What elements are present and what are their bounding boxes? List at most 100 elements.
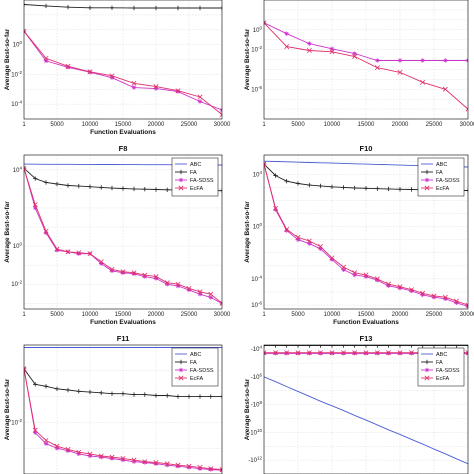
- x-tick-label: 10000: [82, 312, 99, 318]
- data-point-fa: [284, 178, 289, 184]
- data-point-ecfa: [306, 48, 312, 54]
- data-point-fa: [76, 183, 81, 189]
- data-point-ecfa: [24, 165, 27, 171]
- x-tick-label: 1: [22, 312, 26, 318]
- data-point-fa: [307, 345, 312, 348]
- data-point-ecfa: [32, 427, 38, 433]
- data-point-ecfa: [76, 449, 82, 455]
- x-tick-label: 20000: [392, 122, 409, 128]
- x-axis-label: Function Evaluations: [90, 129, 156, 136]
- data-point-ecfa: [175, 281, 181, 287]
- data-point-ecfa: [431, 293, 437, 299]
- data-point-fa: [99, 185, 104, 190]
- data-point-fa: [420, 345, 425, 348]
- data-point-ecfa: [208, 466, 214, 472]
- data-point-fa: [131, 186, 137, 192]
- y-tick-label: 10-2: [11, 280, 22, 289]
- data-point-ecfa: [442, 86, 448, 92]
- data-point-ecfa: [164, 461, 170, 467]
- y-axis-label: Average Best-so-far: [4, 378, 11, 440]
- x-tick-label: 30000: [214, 122, 231, 128]
- data-point-fa-sdss: [109, 75, 115, 80]
- legend-marker-fa: [424, 359, 430, 365]
- data-point-ecfa: [409, 287, 415, 293]
- data-point-fa: [186, 394, 192, 399]
- data-point-fa-sdss: [197, 466, 203, 471]
- data-point-fa: [153, 393, 159, 398]
- data-point-fa-sdss: [99, 454, 104, 460]
- y-axis-label: Average Best-so-far: [244, 378, 251, 440]
- y-tick-label: -1012: [248, 456, 262, 465]
- data-point-fa-sdss: [142, 460, 147, 465]
- axes-frame: [23, 344, 223, 474]
- data-point-fa: [465, 188, 468, 193]
- data-point-fa: [352, 185, 357, 191]
- data-point-fa-sdss: [186, 465, 192, 470]
- legend-label-fa: FA: [436, 170, 443, 176]
- data-point-fa: [329, 184, 335, 190]
- data-point-ecfa: [54, 443, 60, 449]
- data-point-fa: [175, 5, 181, 11]
- y-tick-label: 104: [13, 165, 23, 174]
- data-point-fa: [76, 389, 81, 394]
- data-point-ecfa: [317, 350, 323, 356]
- data-point-ecfa: [284, 44, 290, 50]
- x-tick-label: 15000: [115, 312, 132, 318]
- data-point-fa: [329, 345, 335, 348]
- data-point-ecfa: [363, 272, 369, 278]
- data-point-ecfa: [109, 73, 115, 79]
- data-point-fa-sdss: [397, 58, 403, 63]
- data-point-fa-sdss: [87, 453, 93, 459]
- data-point-fa: [142, 187, 147, 192]
- data-point-ecfa: [295, 350, 301, 356]
- data-point-ecfa: [120, 455, 126, 461]
- data-point-fa: [219, 394, 222, 399]
- x-tick-label: 20000: [392, 312, 409, 318]
- y-tick-label: 10-2: [11, 70, 22, 79]
- x-tick-label: 10000: [324, 122, 341, 128]
- data-point-ecfa: [306, 238, 312, 244]
- data-point-ecfa: [131, 270, 137, 276]
- data-point-ecfa: [284, 350, 290, 356]
- grid: [264, 0, 468, 119]
- data-point-ecfa: [341, 264, 347, 270]
- data-point-fa-sdss: [352, 351, 357, 356]
- data-point-fa-sdss: [307, 41, 312, 46]
- data-point-ecfa: [142, 459, 148, 465]
- data-point-fa-sdss: [131, 85, 137, 90]
- data-point-ecfa: [341, 350, 347, 356]
- legend-marker-ecfa: [178, 375, 184, 381]
- data-point-fa: [165, 393, 170, 398]
- data-point-fa: [264, 345, 267, 348]
- legend-label-abc: ABC: [436, 162, 447, 168]
- y-tick-label: 104: [253, 170, 263, 179]
- legend-marker-fa-sdss: [424, 367, 430, 373]
- data-point-ecfa: [397, 69, 403, 75]
- data-point-ecfa: [65, 446, 71, 452]
- data-point-fa: [375, 345, 380, 348]
- plot-area: [24, 2, 222, 118]
- data-point-fa: [352, 345, 357, 348]
- data-point-ecfa: [120, 269, 126, 275]
- legend: ABC FA FA-SDSS EcFA: [417, 157, 465, 197]
- data-point-fa-sdss: [99, 261, 104, 266]
- data-point-fa-sdss: [131, 459, 137, 464]
- data-point-fa-sdss: [284, 351, 289, 356]
- data-point-fa-sdss: [208, 295, 213, 300]
- y-tick-label: -106: [251, 372, 263, 381]
- x-tick-label: 5000: [50, 312, 64, 318]
- data-point-fa: [397, 187, 403, 192]
- data-point-fa-sdss: [273, 207, 278, 212]
- x-tick-label: 25000: [426, 312, 443, 318]
- data-point-fa-sdss: [153, 276, 159, 281]
- data-point-ecfa: [197, 94, 203, 100]
- y-axis-label: Average Best-so-far: [4, 28, 11, 90]
- data-point-fa: [386, 345, 391, 348]
- data-point-fa: [99, 390, 104, 396]
- y-tick-label: 10-4: [251, 274, 262, 283]
- data-point-ecfa: [87, 451, 93, 457]
- chart-panel-2: 15000100001500020000250003000010010-210-…: [244, 0, 474, 128]
- data-point-fa-sdss: [375, 277, 380, 283]
- chart-title: F8: [119, 144, 128, 153]
